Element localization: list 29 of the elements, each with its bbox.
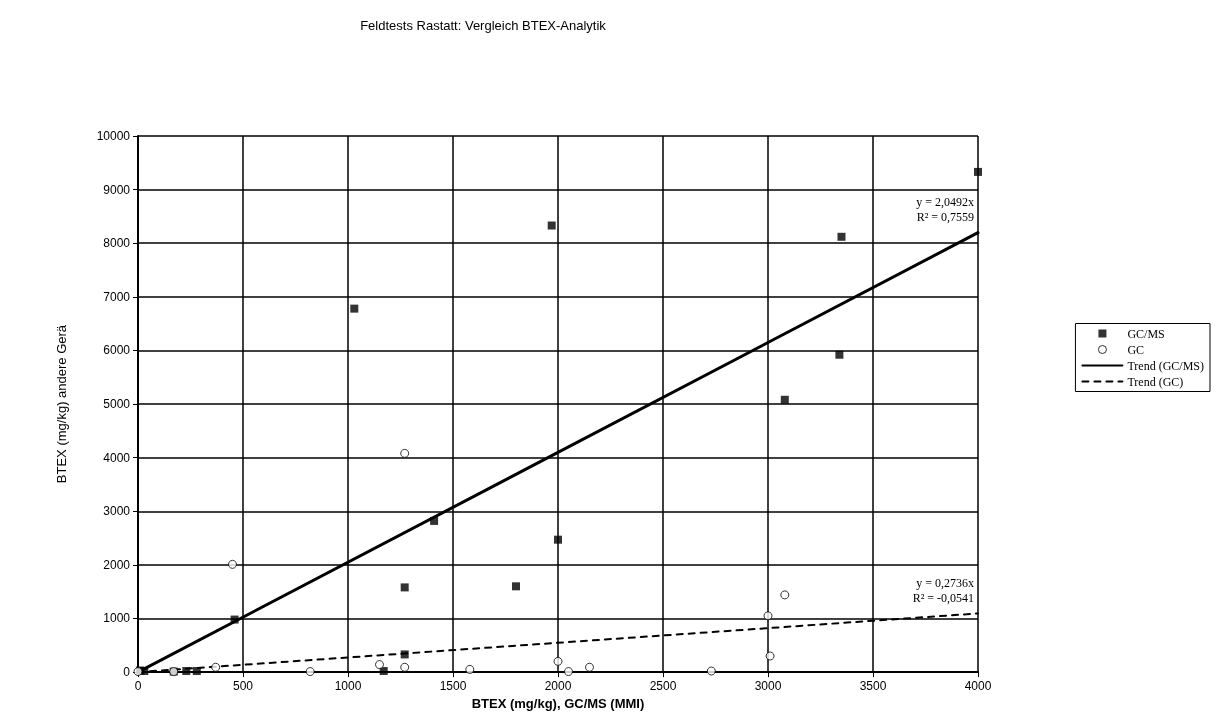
y-tick-label: 6000 bbox=[103, 343, 131, 358]
y-tick-label: 10000 bbox=[96, 129, 131, 143]
x-tick-label: 500 bbox=[232, 679, 254, 694]
legend-label: Trend (GC) bbox=[1127, 374, 1184, 389]
annotation: y = 2,0492x R² = 0,7559 bbox=[916, 195, 974, 225]
y-tick-label: 8000 bbox=[103, 236, 131, 251]
x-tick-label: 3000 bbox=[754, 679, 782, 694]
y-tick-label: 3000 bbox=[103, 504, 131, 519]
x-tick-label: 3500 bbox=[859, 679, 887, 694]
legend-label: GC/MS bbox=[1127, 326, 1165, 341]
x-tick-label: 2000 bbox=[544, 679, 572, 694]
annotation: y = 0,2736x R² = -0,0541 bbox=[912, 575, 974, 605]
x-tick-label: 4000 bbox=[964, 679, 992, 694]
x-tick-label: 2500 bbox=[649, 679, 677, 694]
legend-label: GC bbox=[1127, 342, 1145, 357]
y-tick-label: 4000 bbox=[103, 450, 131, 465]
y-tick-label: 9000 bbox=[103, 182, 131, 197]
legend-label: Trend (GC/MS) bbox=[1127, 358, 1205, 373]
x-axis-title: BTEX (mg/kg), GC/MS (MMI) bbox=[471, 696, 645, 711]
y-axis-title: BTEX (mg/kg) andere Gerä bbox=[54, 324, 69, 484]
y-tick-label: 0 bbox=[123, 665, 131, 680]
y-tick-label: 1000 bbox=[103, 611, 131, 626]
chart-title: Feldtests Rastatt: Vergleich BTEX-Analytik bbox=[360, 18, 607, 33]
y-tick-label: 7000 bbox=[103, 289, 131, 304]
x-tick-label: 1500 bbox=[439, 679, 467, 694]
x-tick-label: 0 bbox=[134, 679, 142, 694]
y-tick-label: 2000 bbox=[103, 557, 131, 572]
y-tick-label: 5000 bbox=[103, 397, 131, 412]
x-tick-label: 1000 bbox=[334, 679, 362, 694]
